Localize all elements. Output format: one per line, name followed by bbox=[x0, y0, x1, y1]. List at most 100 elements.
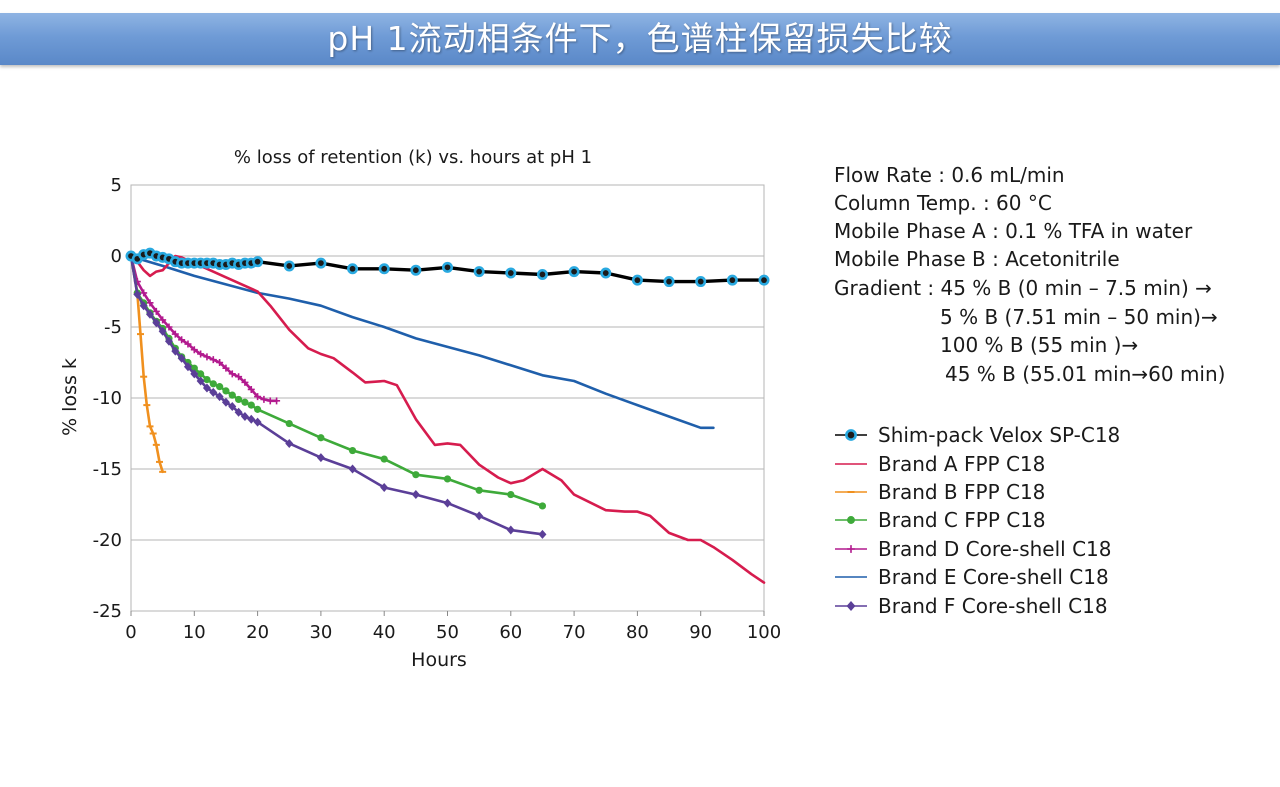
data-point bbox=[209, 387, 218, 397]
column-temp-text: Column Temp. : 60 °C bbox=[834, 191, 1052, 215]
legend-swatch-brand-e bbox=[835, 576, 867, 578]
data-point bbox=[254, 405, 262, 413]
series-2 bbox=[127, 254, 167, 474]
series-line bbox=[129, 254, 278, 403]
legend-label-brand-c: Brand C FPP C18 bbox=[878, 508, 1046, 532]
data-point bbox=[380, 482, 389, 492]
series-3 bbox=[127, 252, 547, 510]
y-tick-label: -20 bbox=[93, 530, 122, 551]
data-point bbox=[538, 502, 547, 510]
x-tick-label: 10 bbox=[183, 622, 206, 643]
data-point bbox=[507, 490, 515, 499]
data-point bbox=[221, 397, 230, 407]
legend-label-brand-d: Brand D Core-shell C18 bbox=[878, 537, 1112, 561]
data-point bbox=[171, 346, 180, 356]
data-point bbox=[726, 274, 738, 286]
legend-item-shim-pack: Shim-pack Velox SP-C18 bbox=[833, 422, 1133, 448]
legend-label-brand-f: Brand F Core-shell C18 bbox=[878, 594, 1108, 618]
data-point bbox=[183, 362, 192, 372]
data-point bbox=[631, 274, 643, 286]
data-point bbox=[506, 525, 515, 535]
data-point bbox=[441, 261, 453, 273]
series-6 bbox=[127, 251, 547, 539]
legend-item-brand-b: Brand B FPP C18 bbox=[833, 479, 1133, 505]
data-point bbox=[216, 359, 224, 366]
data-point bbox=[253, 417, 262, 427]
data-point bbox=[348, 464, 357, 474]
legend-item-brand-c: Brand C FPP C18 bbox=[833, 507, 1133, 533]
data-point bbox=[758, 274, 770, 286]
data-point bbox=[164, 336, 173, 346]
legend-swatch-shim-pack bbox=[835, 429, 867, 441]
data-point bbox=[216, 383, 224, 391]
data-point bbox=[536, 268, 548, 280]
legend-item-brand-e: Brand E Core-shell C18 bbox=[833, 564, 1133, 590]
data-point bbox=[190, 346, 198, 354]
data-point bbox=[378, 263, 390, 275]
data-point bbox=[568, 266, 580, 278]
data-point bbox=[317, 434, 325, 442]
data-point bbox=[228, 402, 237, 412]
data-point bbox=[235, 395, 243, 404]
data-point bbox=[411, 490, 420, 500]
legend-swatch-brand-d bbox=[835, 545, 867, 553]
legend-label-brand-e: Brand E Core-shell C18 bbox=[878, 565, 1109, 589]
x-tick-label: 40 bbox=[373, 622, 396, 643]
data-point bbox=[285, 438, 294, 448]
data-point bbox=[140, 289, 148, 297]
x-tick-label: 30 bbox=[309, 622, 332, 643]
data-point bbox=[152, 318, 161, 328]
gradient-step-2: 5 % B (7.51 min – 50 min)→ bbox=[940, 305, 1218, 329]
data-point bbox=[228, 391, 236, 399]
y-axis-label: % loss k bbox=[59, 358, 81, 436]
mobile-phase-a-text: Mobile Phase A : 0.1 % TFA in water bbox=[834, 219, 1193, 243]
data-point bbox=[178, 336, 186, 344]
series-1 bbox=[129, 254, 766, 584]
data-point bbox=[538, 529, 547, 539]
data-point bbox=[505, 267, 517, 279]
data-point bbox=[222, 364, 230, 372]
legend-item-brand-a: Brand A FPP C18 bbox=[833, 451, 1133, 477]
series-line bbox=[129, 254, 766, 584]
x-tick-label: 100 bbox=[747, 622, 781, 643]
x-tick-label: 0 bbox=[125, 622, 136, 643]
series-line bbox=[129, 254, 544, 508]
data-point bbox=[203, 375, 211, 384]
data-point bbox=[847, 516, 855, 524]
data-point bbox=[348, 446, 357, 455]
data-point bbox=[165, 323, 173, 331]
data-point bbox=[846, 601, 856, 611]
gradient-step-1: Gradient : 45 % B (0 min – 7.5 min) → bbox=[834, 276, 1212, 300]
data-point bbox=[247, 401, 255, 409]
legend-swatch-brand-a bbox=[835, 463, 867, 465]
data-point bbox=[184, 340, 192, 348]
data-point bbox=[316, 453, 325, 463]
y-tick-label: -5 bbox=[104, 317, 122, 338]
flow-rate-text: Flow Rate : 0.6 mL/min bbox=[834, 163, 1065, 187]
data-point bbox=[252, 256, 264, 268]
data-point bbox=[152, 307, 160, 315]
x-tick-label: 60 bbox=[499, 622, 522, 643]
series-line bbox=[129, 254, 164, 474]
series-0 bbox=[125, 247, 770, 288]
data-point bbox=[203, 353, 211, 361]
data-point bbox=[139, 301, 148, 311]
data-point bbox=[347, 263, 359, 275]
data-point bbox=[146, 299, 154, 307]
data-point bbox=[241, 378, 249, 386]
x-tick-label: 90 bbox=[689, 622, 712, 643]
legend-swatch-brand-f bbox=[835, 601, 867, 611]
data-point bbox=[410, 264, 422, 276]
data-point bbox=[315, 257, 327, 269]
data-point bbox=[196, 376, 205, 386]
x-axis-label: Hours bbox=[411, 649, 467, 671]
data-point bbox=[228, 370, 236, 378]
x-tick-label: 80 bbox=[626, 622, 649, 643]
page-title: pH 1流动相条件下，色谱柱保留损失比较 bbox=[327, 19, 953, 58]
data-point bbox=[177, 353, 186, 363]
data-point bbox=[145, 309, 154, 319]
data-point bbox=[473, 266, 485, 278]
data-point bbox=[273, 397, 281, 405]
data-point bbox=[695, 276, 707, 288]
